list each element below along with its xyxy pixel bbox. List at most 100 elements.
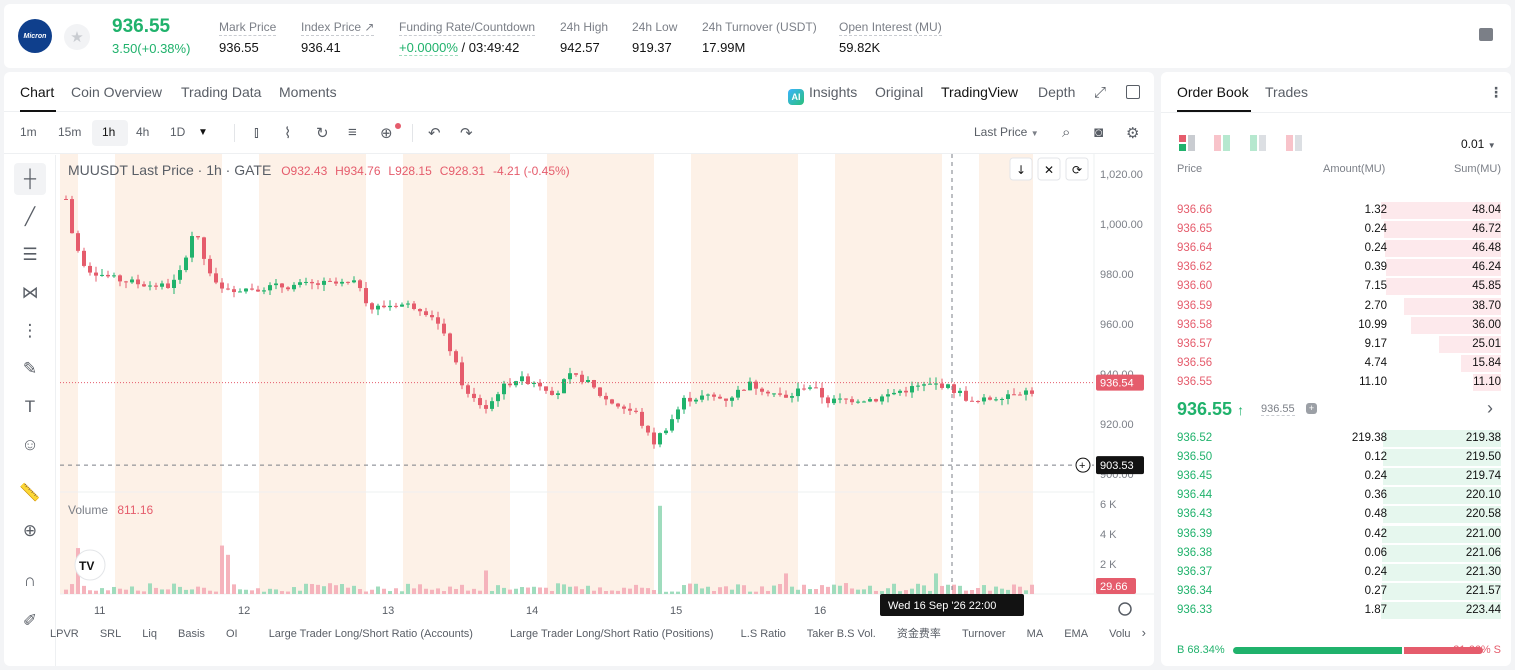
fib-icon[interactable]: ⋮ bbox=[21, 321, 39, 340]
zoom-in-icon[interactable]: ⊕ bbox=[22, 521, 38, 540]
indicator-lpvr[interactable]: LPVR bbox=[50, 628, 79, 640]
bid-row[interactable]: 936.34 0.27 221.57 bbox=[1161, 582, 1511, 601]
interval-1m[interactable]: 1m bbox=[20, 125, 37, 139]
session-band bbox=[115, 154, 222, 594]
chevron-right-icon[interactable]: › bbox=[1141, 625, 1146, 640]
info-icon[interactable]: + bbox=[1306, 403, 1317, 414]
view-asks-icon[interactable] bbox=[1286, 135, 1302, 151]
redo-icon[interactable]: ↷ bbox=[460, 125, 473, 142]
volume-bar bbox=[130, 586, 134, 594]
interval-dropdown-icon[interactable]: ▼ bbox=[198, 127, 208, 138]
ask-row[interactable]: 936.59 2.70 38.70 bbox=[1161, 297, 1511, 316]
view-insights[interactable]: AI Insights bbox=[788, 84, 857, 105]
fullscreen-icon[interactable] bbox=[1126, 85, 1140, 99]
tab-coin-overview[interactable]: Coin Overview bbox=[71, 84, 163, 100]
interval-4h[interactable]: 4h bbox=[136, 125, 150, 139]
volume-bar bbox=[976, 588, 980, 594]
volume-bar bbox=[364, 591, 368, 594]
bid-row[interactable]: 936.45 0.24 219.74 bbox=[1161, 467, 1511, 486]
settings-gear-icon[interactable]: ⚙ bbox=[1126, 125, 1140, 142]
add-indicator-icon[interactable]: ⊕ bbox=[380, 125, 393, 142]
view-both-icon[interactable] bbox=[1179, 135, 1195, 151]
bid-row[interactable]: 936.44 0.36 220.10 bbox=[1161, 486, 1511, 505]
stat-open-interest[interactable]: Open Interest (MU) 59.82K bbox=[839, 18, 942, 55]
stat-funding-rate[interactable]: Funding Rate/Countdown +0.0000% / 03:49:… bbox=[399, 18, 536, 56]
volume-bar bbox=[238, 589, 242, 594]
interval-1d[interactable]: 1D bbox=[170, 125, 186, 139]
favorite-star-icon[interactable]: ★ bbox=[64, 24, 90, 50]
bid-row[interactable]: 936.33 1.87 223.44 bbox=[1161, 601, 1511, 620]
tab-chart[interactable]: Chart bbox=[20, 84, 55, 100]
candle bbox=[268, 285, 272, 291]
stat-mark-price[interactable]: Mark Price 936.55 bbox=[219, 18, 277, 55]
trend-line-icon[interactable]: ╱ bbox=[24, 207, 36, 226]
pencil-lock-icon[interactable]: ✐ bbox=[22, 611, 38, 630]
interval-15m[interactable]: 15m bbox=[58, 125, 82, 139]
horizontal-lines-icon[interactable]: ☰ bbox=[22, 245, 38, 264]
indicator-srl[interactable]: SRL bbox=[99, 628, 122, 640]
bid-row[interactable]: 936.37 0.24 221.30 bbox=[1161, 563, 1511, 582]
magnet-icon[interactable]: ∩ bbox=[23, 571, 37, 590]
indicator-ema[interactable]: EMA bbox=[1064, 628, 1089, 640]
stat-index-price[interactable]: Index Price ↗ 936.41 bbox=[301, 18, 375, 55]
camera-icon[interactable]: ◙ bbox=[1094, 124, 1104, 141]
ruler-icon[interactable]: 📏 bbox=[19, 483, 41, 502]
crosshair-icon[interactable]: ┼ bbox=[14, 163, 46, 195]
indicators-icon[interactable]: ⌇ bbox=[284, 125, 292, 142]
indicator-funding[interactable]: 资金费率 bbox=[896, 628, 941, 640]
brush-icon[interactable]: ✎ bbox=[22, 359, 38, 378]
tab-trading-data[interactable]: Trading Data bbox=[181, 84, 262, 100]
tab-moments[interactable]: Moments bbox=[279, 84, 337, 100]
view-bids-icon[interactable] bbox=[1250, 135, 1266, 151]
precision-select[interactable]: 0.01 ▼ bbox=[1461, 137, 1496, 151]
view-depth[interactable]: Depth bbox=[1038, 84, 1076, 100]
bid-row[interactable]: 936.52 219.38 219.38 bbox=[1161, 429, 1511, 448]
candle-type-icon[interactable]: ⫾ bbox=[254, 124, 259, 141]
volume-bar bbox=[316, 584, 320, 594]
ask-row[interactable]: 936.60 7.15 45.85 bbox=[1161, 277, 1511, 296]
indicator-ma[interactable]: MA bbox=[1026, 628, 1044, 640]
refresh-icon[interactable]: ↻ bbox=[316, 125, 329, 142]
more-options-icon[interactable]: ⋮ bbox=[1489, 84, 1503, 100]
undo-icon[interactable]: ↶ bbox=[428, 125, 441, 142]
candle bbox=[838, 398, 842, 400]
ask-row[interactable]: 936.56 4.74 15.84 bbox=[1161, 354, 1511, 373]
price-type-select[interactable]: Last Price ▼ bbox=[974, 125, 1039, 139]
bid-row[interactable]: 936.50 0.12 219.50 bbox=[1161, 448, 1511, 467]
bid-row[interactable]: 936.43 0.48 220.58 bbox=[1161, 505, 1511, 524]
view-original[interactable]: Original bbox=[875, 84, 924, 100]
ask-row[interactable]: 936.66 1.32 48.04 bbox=[1161, 201, 1511, 220]
indicator-volume[interactable]: Volu bbox=[1109, 628, 1131, 640]
indicator-lt-positions[interactable]: Large Trader Long/Short Ratio (Positions… bbox=[509, 628, 714, 640]
indicator-lt-accounts[interactable]: Large Trader Long/Short Ratio (Accounts) bbox=[268, 628, 473, 640]
indicator-taker-vol[interactable]: Taker B.S Vol. bbox=[806, 628, 876, 640]
emoji-icon[interactable]: ☺ bbox=[21, 435, 39, 454]
indicator-basis[interactable]: Basis bbox=[178, 628, 205, 640]
bid-row[interactable]: 936.38 0.06 221.06 bbox=[1161, 544, 1511, 563]
chevron-right-icon[interactable]: › bbox=[1487, 398, 1493, 418]
indicator-oi[interactable]: OI bbox=[226, 628, 238, 640]
templates-icon[interactable]: ≡ bbox=[348, 124, 357, 141]
book-icon[interactable] bbox=[1479, 28, 1493, 41]
ask-row[interactable]: 936.58 10.99 36.00 bbox=[1161, 316, 1511, 335]
view-tradingview[interactable]: TradingView bbox=[941, 84, 1019, 100]
tab-order-book[interactable]: Order Book bbox=[1177, 84, 1249, 100]
stat-label: 24h High bbox=[560, 20, 609, 34]
interval-1h[interactable]: 1h bbox=[102, 125, 116, 139]
ask-row[interactable]: 936.55 11.10 11.10 bbox=[1161, 373, 1511, 392]
ask-row[interactable]: 936.65 0.24 46.72 bbox=[1161, 220, 1511, 239]
price-chart[interactable]: 1,020.001,000.00980.00960.00940.00920.00… bbox=[4, 72, 1154, 666]
expand-icon[interactable]: ⤢ bbox=[1094, 84, 1107, 101]
ask-row[interactable]: 936.62 0.39 46.24 bbox=[1161, 258, 1511, 277]
indicator-turnover[interactable]: Turnover bbox=[961, 628, 1006, 640]
text-tool-icon[interactable]: T bbox=[24, 397, 36, 416]
pattern-icon[interactable]: ⋈ bbox=[21, 283, 39, 302]
bid-row[interactable]: 936.39 0.42 221.00 bbox=[1161, 525, 1511, 544]
search-icon[interactable]: ⌕ bbox=[1062, 124, 1071, 141]
indicator-liq[interactable]: Liq bbox=[142, 628, 157, 640]
view-split-icon[interactable] bbox=[1214, 135, 1230, 151]
ask-row[interactable]: 936.57 9.17 25.01 bbox=[1161, 335, 1511, 354]
ask-row[interactable]: 936.64 0.24 46.48 bbox=[1161, 239, 1511, 258]
tab-trades[interactable]: Trades bbox=[1265, 84, 1309, 100]
indicator-ls-ratio[interactable]: L.S Ratio bbox=[740, 628, 786, 640]
